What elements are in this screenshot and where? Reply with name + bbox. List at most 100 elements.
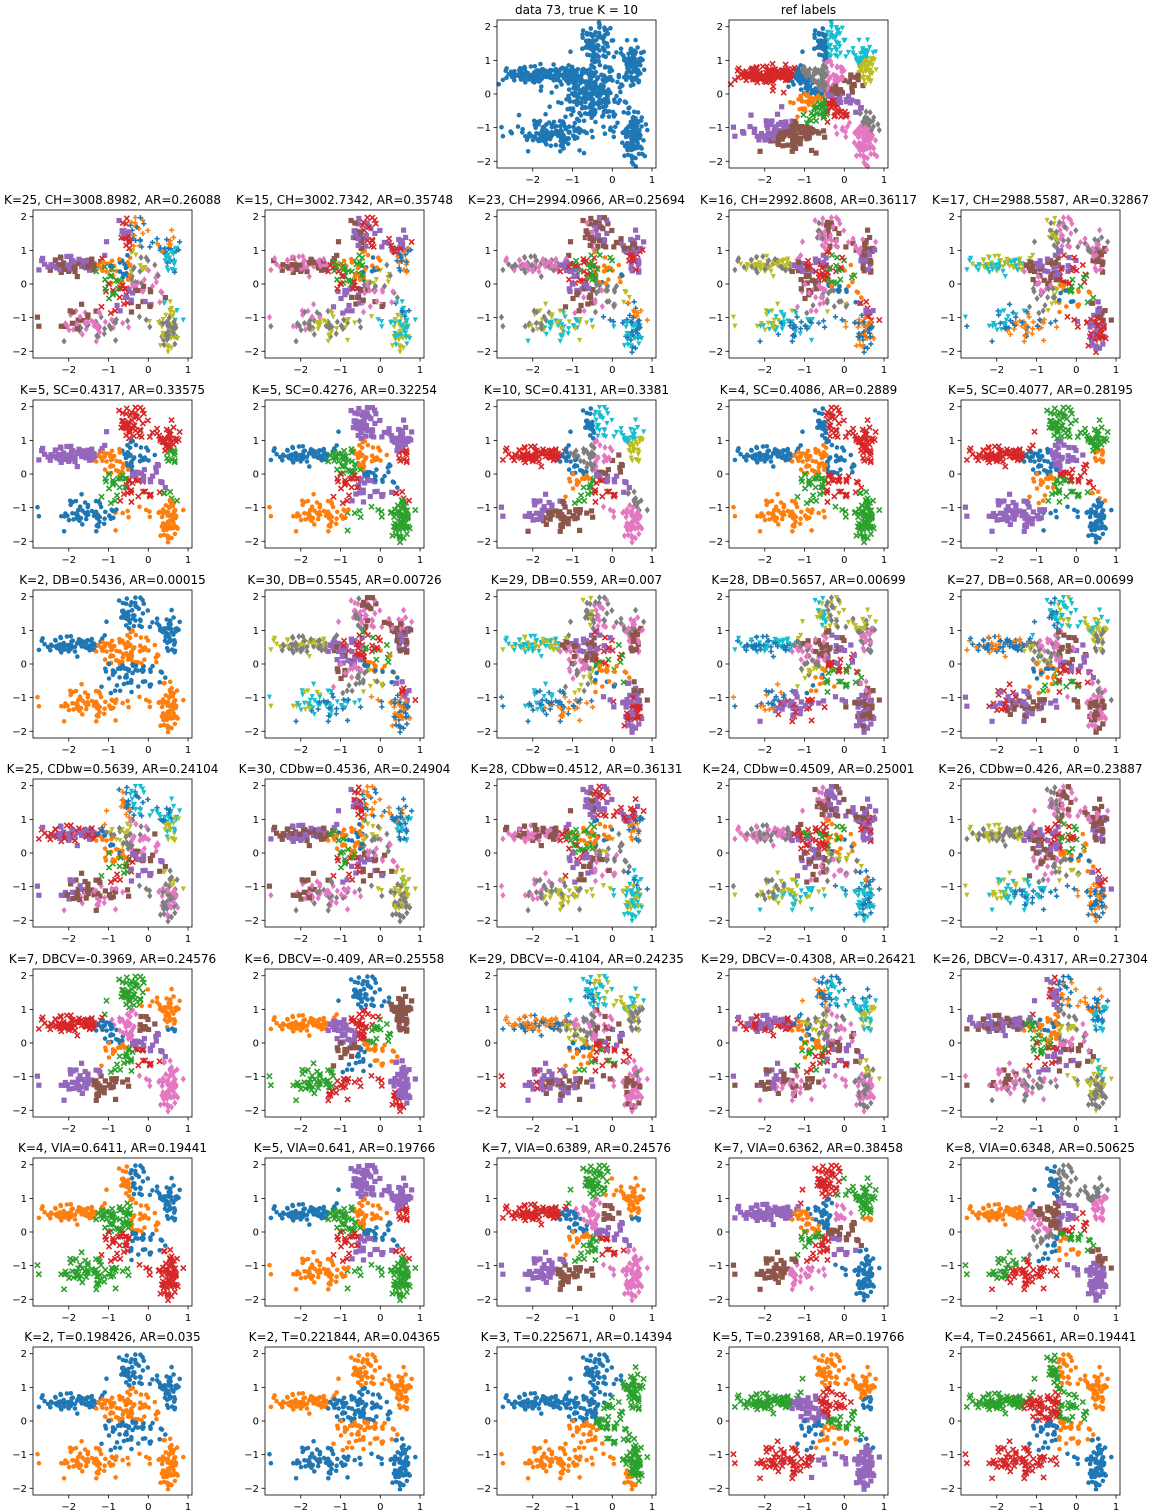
data-point xyxy=(1029,331,1035,337)
data-point xyxy=(346,302,352,309)
data-point xyxy=(635,140,640,146)
data-point xyxy=(504,75,509,80)
data-point xyxy=(606,114,612,119)
data-point xyxy=(125,508,130,514)
data-point xyxy=(633,119,638,125)
data-point xyxy=(117,308,123,314)
data-point xyxy=(280,262,286,268)
data-point xyxy=(57,261,63,268)
data-point xyxy=(596,43,601,48)
subplot: K=15, CH=3002.7342, AR=0.35748−2 −1 0 1−2−1… xyxy=(236,193,453,376)
data-point xyxy=(532,64,538,69)
data-point xyxy=(1089,300,1096,306)
data-point xyxy=(621,245,627,251)
data-point xyxy=(168,416,175,424)
data-point xyxy=(61,529,67,534)
data-point xyxy=(624,38,630,43)
data-point xyxy=(333,521,339,527)
data-point xyxy=(848,262,854,268)
data-point xyxy=(1037,258,1043,264)
data-point xyxy=(547,326,553,332)
data-point xyxy=(525,338,531,344)
data-point xyxy=(344,527,351,534)
data-point xyxy=(730,124,737,130)
data-point xyxy=(605,44,610,49)
data-point xyxy=(600,314,607,320)
data-point xyxy=(632,65,637,70)
data-point xyxy=(93,459,99,464)
data-point xyxy=(757,338,763,344)
y-tick-label: −2 xyxy=(12,537,27,548)
data-point xyxy=(1034,295,1040,302)
data-point xyxy=(132,214,139,221)
data-point xyxy=(597,48,602,53)
data-point xyxy=(74,326,80,332)
y-tick-label: −2 xyxy=(476,157,491,168)
data-point xyxy=(349,308,355,314)
data-point xyxy=(621,130,626,136)
data-point xyxy=(867,109,873,116)
data-point xyxy=(753,253,760,261)
y-tick-label: −2 xyxy=(12,347,27,358)
data-point xyxy=(374,455,380,460)
data-point xyxy=(385,279,392,285)
data-point xyxy=(1051,265,1057,271)
data-point xyxy=(102,516,107,521)
data-point xyxy=(109,507,114,513)
data-point xyxy=(581,118,587,124)
data-point xyxy=(357,229,363,235)
data-point xyxy=(71,517,76,522)
data-point xyxy=(144,445,149,451)
data-point xyxy=(48,452,54,458)
data-point xyxy=(590,102,596,107)
data-point xyxy=(379,303,385,310)
y-tick-label: −1 xyxy=(244,313,259,324)
data-point xyxy=(603,91,608,96)
data-point xyxy=(732,133,738,139)
data-point xyxy=(525,149,531,154)
subplot-title: K=25, CH=3008.8982, AR=0.26088 xyxy=(4,193,221,207)
data-point xyxy=(574,100,580,106)
data-point xyxy=(816,320,822,326)
data-point xyxy=(548,143,554,149)
data-point xyxy=(307,512,312,517)
data-point xyxy=(500,322,506,330)
data-point xyxy=(798,87,804,92)
data-point xyxy=(1063,288,1068,293)
data-point xyxy=(61,337,67,345)
data-point xyxy=(80,522,85,527)
data-point xyxy=(117,446,122,452)
data-point xyxy=(864,37,871,43)
data-point xyxy=(181,507,186,513)
data-point xyxy=(594,100,599,106)
data-point xyxy=(62,266,68,273)
data-point xyxy=(1064,304,1069,309)
data-point xyxy=(125,277,131,283)
data-point xyxy=(611,244,617,250)
data-point xyxy=(845,49,852,56)
data-point xyxy=(317,509,322,515)
data-point xyxy=(1030,276,1036,283)
data-point xyxy=(586,96,592,101)
data-point xyxy=(645,127,650,133)
data-point xyxy=(370,255,376,260)
data-point xyxy=(602,255,608,260)
data-point xyxy=(603,54,608,60)
data-point xyxy=(117,459,123,464)
subplot: K=25, CH=3008.8982, AR=0.26088−2 −1 0 1−2−1… xyxy=(4,193,221,376)
data-point xyxy=(389,489,395,495)
data-point xyxy=(57,444,64,450)
data-point xyxy=(390,479,396,485)
data-point xyxy=(621,343,628,349)
data-point xyxy=(626,295,632,301)
data-point xyxy=(850,46,856,52)
data-point xyxy=(166,522,172,528)
data-point xyxy=(304,459,310,464)
data-point xyxy=(854,99,860,105)
data-point xyxy=(538,88,544,93)
data-point xyxy=(591,112,597,117)
data-point xyxy=(832,314,839,320)
data-point xyxy=(109,263,114,269)
data-point xyxy=(70,511,75,516)
data-point xyxy=(132,472,139,479)
